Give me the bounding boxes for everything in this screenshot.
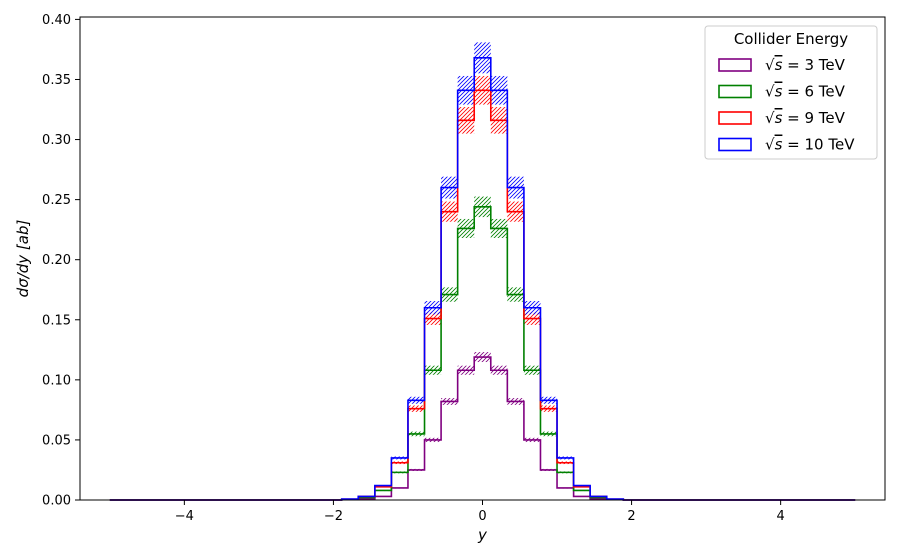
legend-sqrt-symbol: √ — [765, 83, 775, 101]
x-tick-label: −4 — [175, 509, 194, 524]
legend-entry-label: √s = 3 TeV — [765, 56, 846, 74]
legend-entry-label: √s = 10 TeV — [765, 136, 855, 154]
legend-value: = 6 TeV — [782, 83, 845, 101]
y-tick-label: 0.40 — [42, 13, 71, 28]
legend-var: s — [775, 109, 783, 127]
x-tick-label: 0 — [478, 509, 486, 524]
y-axis-ticks: 0.00 0.05 0.10 0.15 0.20 0.25 0.30 0.35 0.40 — [42, 13, 80, 509]
legend-sqrt-symbol: √ — [765, 109, 775, 127]
y-tick-label: 0.05 — [42, 433, 71, 448]
x-tick-label: 4 — [777, 509, 785, 524]
x-tick-label: −2 — [324, 509, 343, 524]
legend-value: = 3 TeV — [782, 56, 845, 74]
legend-value: = 10 TeV — [782, 136, 855, 154]
y-tick-label: 0.25 — [42, 193, 71, 208]
x-axis-label: y — [477, 526, 488, 544]
legend-swatch — [718, 58, 752, 72]
y-tick-label: 0.00 — [42, 494, 71, 509]
legend-swatch — [718, 137, 752, 152]
legend-title: Collider Energy — [734, 30, 848, 48]
legend-sqrt-symbol: √ — [765, 56, 775, 74]
legend-value: = 9 TeV — [782, 109, 845, 127]
y-tick-label: 0.30 — [42, 133, 71, 148]
x-axis-ticks: −4 −2 0 2 4 — [175, 500, 785, 524]
legend-entry-label: √s = 9 TeV — [765, 109, 846, 127]
legend-swatch — [718, 84, 752, 99]
x-tick-label: 2 — [627, 509, 635, 524]
legend-var: s — [775, 83, 783, 101]
y-tick-label: 0.15 — [42, 313, 71, 328]
uncertainty-bands — [374, 42, 591, 492]
legend-entry-label: √s = 6 TeV — [765, 83, 846, 101]
y-tick-label: 0.20 — [42, 253, 71, 268]
legend-var: s — [775, 136, 783, 154]
y-axis-label: dσ/dy [ab] — [14, 220, 32, 298]
legend-var: s — [775, 56, 783, 74]
y-tick-label: 0.35 — [42, 73, 71, 88]
legend: Collider Energy√s = 3 TeV√s = 6 TeV√s = … — [704, 25, 878, 160]
y-tick-label: 0.10 — [42, 373, 71, 388]
legend-swatch — [718, 111, 752, 125]
series-step-line — [109, 356, 856, 501]
legend-sqrt-symbol: √ — [765, 136, 775, 154]
